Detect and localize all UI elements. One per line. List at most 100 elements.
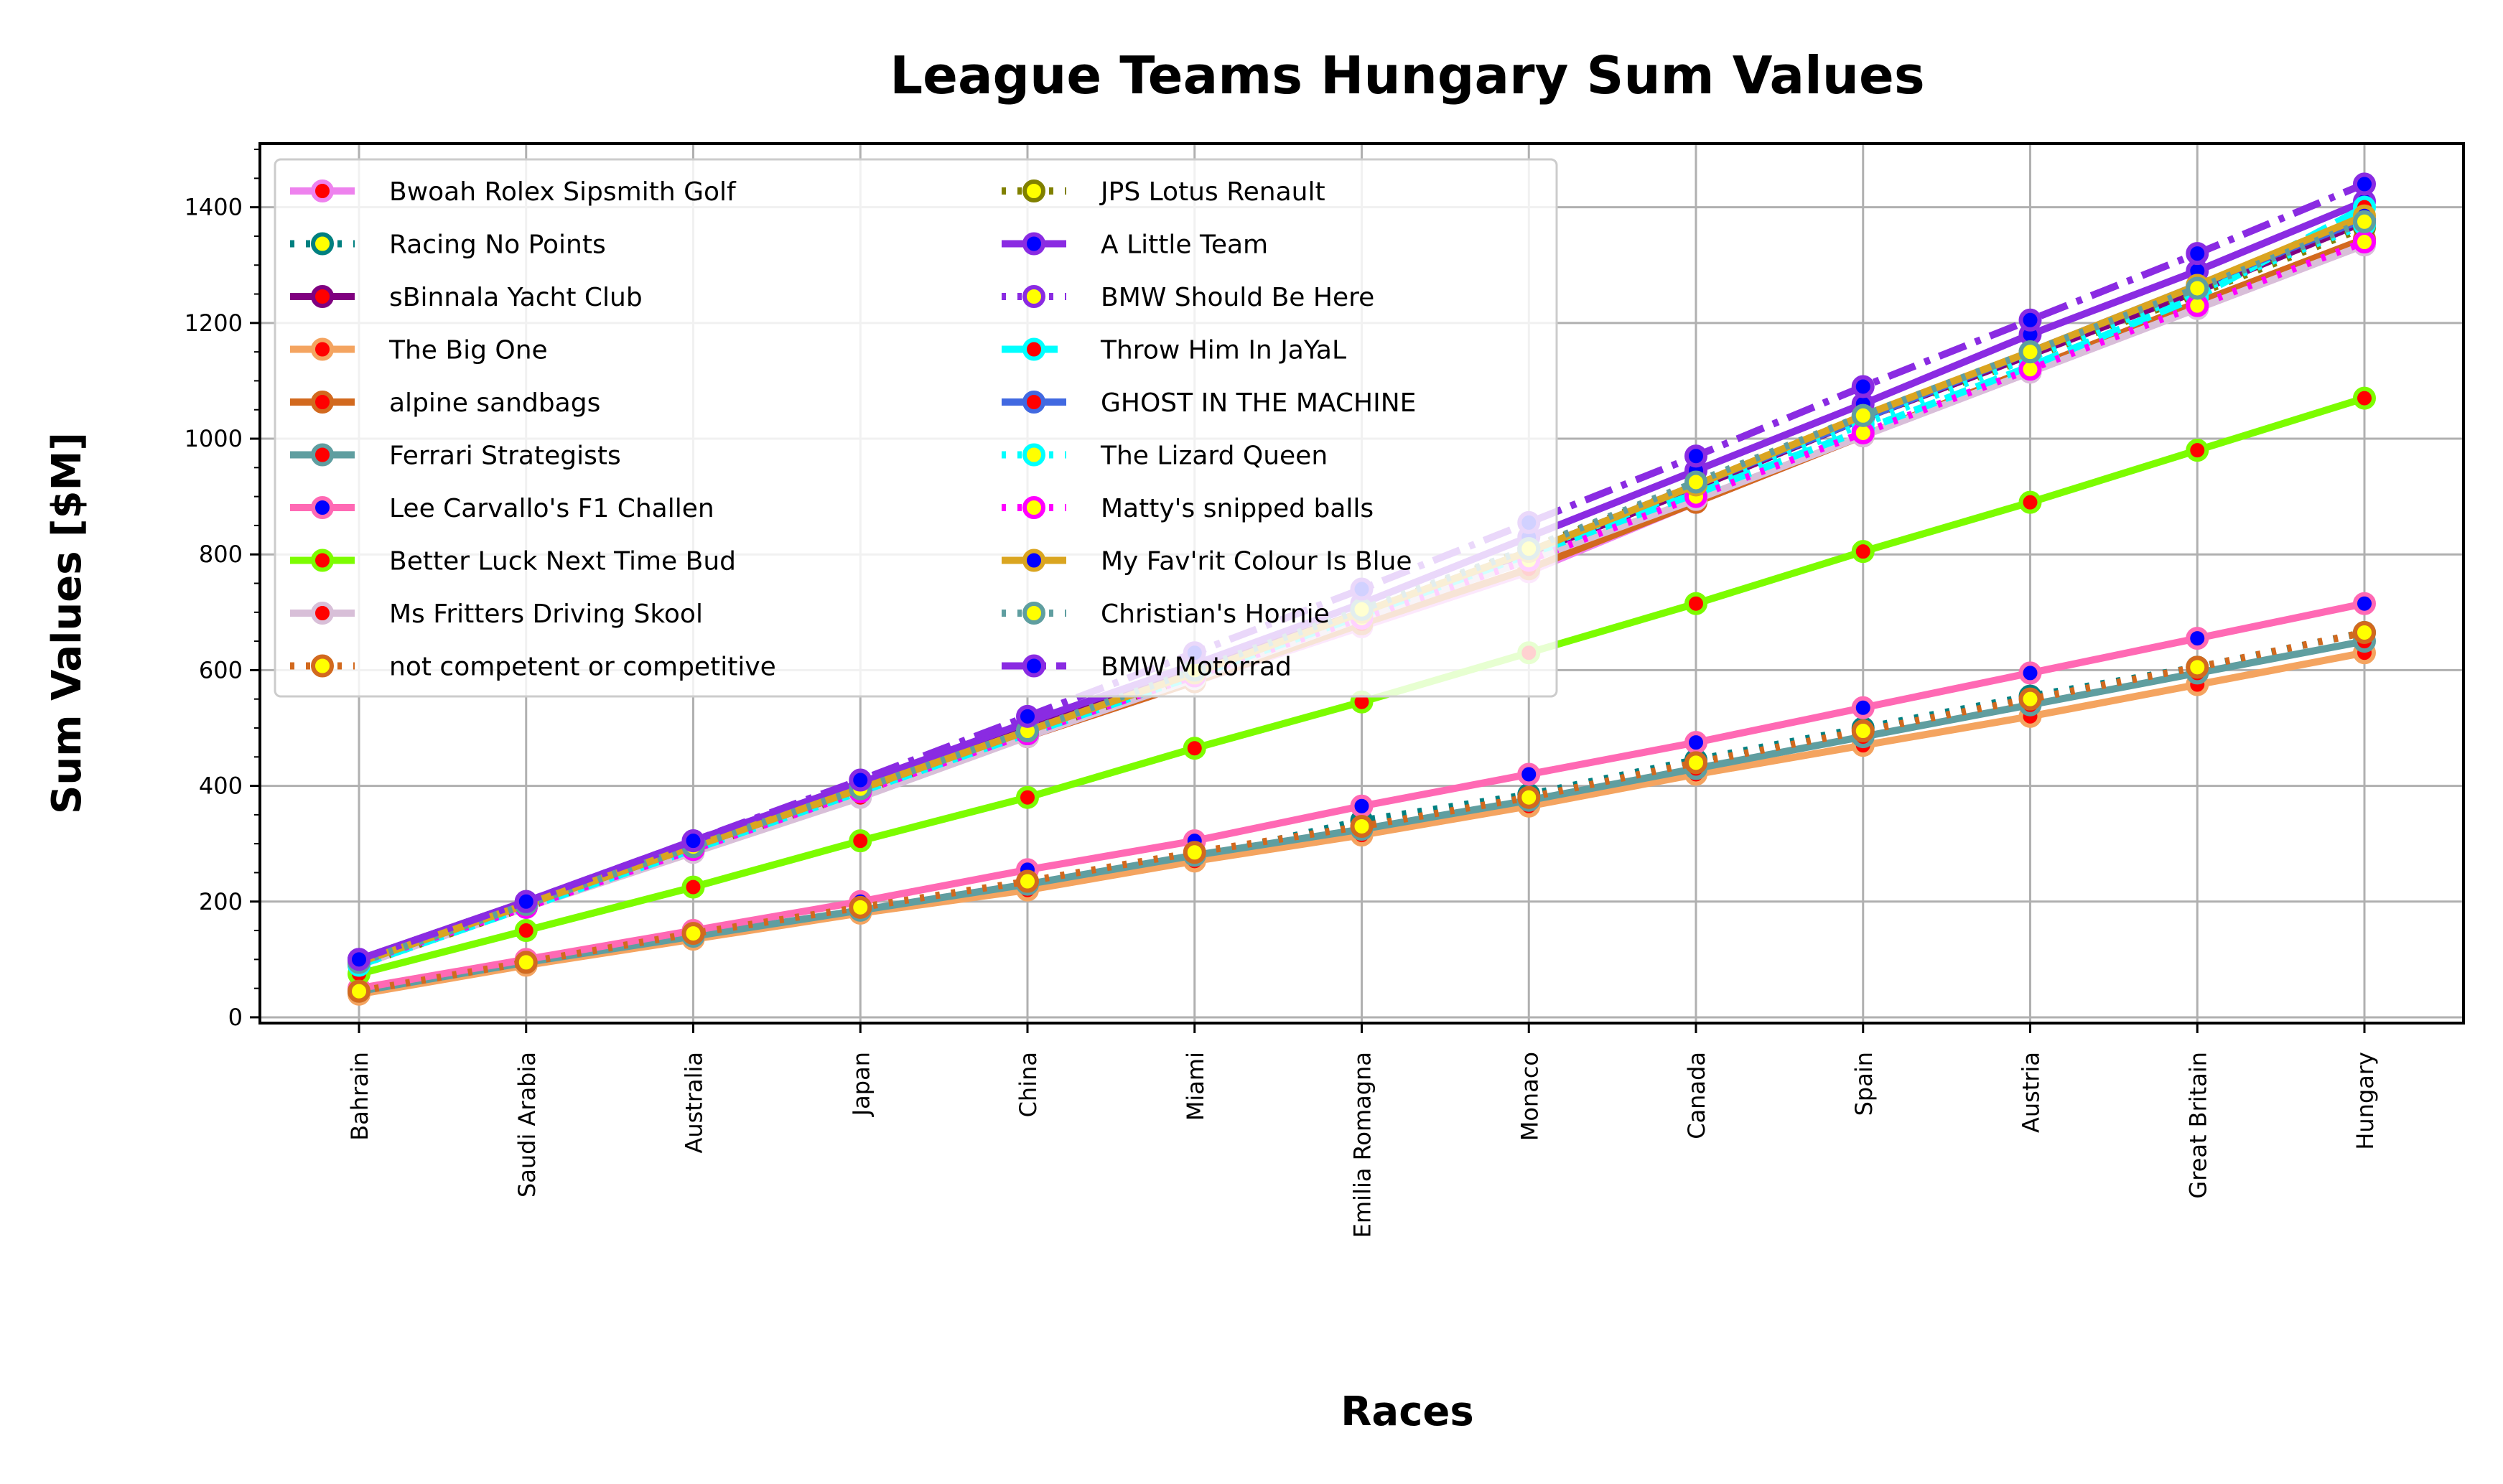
y-axis-label: Sum Values [$M] <box>44 432 90 814</box>
legend-item: Bwoah Rolex Sipsmith Golf <box>290 177 737 207</box>
data-point <box>2353 621 2376 645</box>
data-point <box>1016 785 1039 809</box>
legend-item: Ferrari Strategists <box>290 442 621 471</box>
y-tick-label: 800 <box>199 541 243 568</box>
legend: Bwoah Rolex Sipsmith Golf Racing No Point… <box>274 158 1558 698</box>
x-tick-label: Japan <box>847 1052 875 1117</box>
legend-label: Lee Carvallo's F1 Challen <box>389 494 714 523</box>
legend-swatch-marker <box>1022 549 1045 572</box>
data-point <box>2353 386 2376 410</box>
chart-title: League Teams Hungary Sum Values <box>890 45 1925 106</box>
data-point <box>2186 439 2209 462</box>
data-point <box>1851 403 1875 427</box>
legend-swatch-marker <box>1022 391 1045 414</box>
data-point <box>1851 540 1875 564</box>
legend-swatch-marker <box>311 232 334 256</box>
legend-label: Ms Fritters Driving Skool <box>389 599 703 629</box>
data-point <box>1350 814 1374 838</box>
y-tick-label: 1200 <box>185 309 243 337</box>
data-point <box>1517 762 1541 786</box>
data-point <box>681 922 705 946</box>
data-point <box>1016 869 1039 893</box>
legend-swatch-marker <box>311 337 334 361</box>
data-point <box>514 951 538 974</box>
data-point <box>1851 696 1875 719</box>
legend-swatch-marker <box>1022 179 1045 202</box>
data-point <box>2018 308 2042 332</box>
y-tick-label: 0 <box>228 1004 243 1031</box>
legend-label: A Little Team <box>1101 230 1268 260</box>
data-point <box>849 895 872 919</box>
data-point <box>1684 444 1707 468</box>
legend-label: My Fav'rit Colour Is Blue <box>1101 547 1412 577</box>
y-tick-label: 200 <box>199 888 243 915</box>
data-point <box>2018 340 2042 364</box>
legend-item: Lee Carvallo's F1 Challen <box>290 494 714 523</box>
data-point <box>1350 794 1374 818</box>
data-point <box>1183 737 1206 760</box>
legend-swatch-marker <box>311 549 334 572</box>
legend-label: BMW Motorrad <box>1101 653 1292 682</box>
x-tick-label: Bahrain <box>346 1052 373 1141</box>
data-point <box>2186 655 2209 679</box>
legend-item: The Big One <box>290 336 548 365</box>
legend-item: not competent or competitive <box>290 653 776 682</box>
x-tick-label: Canada <box>1683 1052 1710 1139</box>
data-point <box>849 829 872 853</box>
legend-item: Matty's snipped balls <box>1002 494 1374 523</box>
data-point <box>514 890 538 913</box>
legend-item: alpine sandbags <box>290 388 600 418</box>
legend-item: Racing No Points <box>290 230 606 260</box>
legend-swatch-marker <box>1022 443 1045 467</box>
data-point <box>681 875 705 899</box>
x-tick-label: Spain <box>1850 1052 1878 1116</box>
legend-item: Christian's Hornie <box>1002 599 1330 629</box>
data-point <box>2018 490 2042 514</box>
x-tick-label: Miami <box>1182 1052 1209 1121</box>
legend-swatch-marker <box>311 443 334 467</box>
legend-swatch-marker <box>311 179 334 202</box>
x-tick-label: Saudi Arabia <box>513 1052 541 1198</box>
x-axis-label: Races <box>1341 1389 1473 1435</box>
legend-swatch-marker <box>311 654 334 678</box>
legend-swatch-marker <box>1022 654 1045 678</box>
legend-label: JPS Lotus Renault <box>1099 177 1325 207</box>
data-point <box>2353 592 2376 615</box>
legend-item: JPS Lotus Renault <box>1002 177 1325 207</box>
legend-label: The Big One <box>388 336 548 365</box>
data-point <box>681 829 705 853</box>
y-axis-ticks: 0 200 400 600 800 1000 1200 1400 <box>185 149 260 1031</box>
legend-box <box>274 158 1558 698</box>
legend-label: Ferrari Strategists <box>389 442 621 471</box>
legend-label: not competent or competitive <box>389 653 776 682</box>
y-tick-label: 600 <box>199 656 243 683</box>
data-point <box>2353 230 2376 254</box>
legend-label: The Lizard Queen <box>1100 442 1328 471</box>
data-point <box>1851 719 1875 743</box>
y-tick-label: 400 <box>199 773 243 800</box>
legend-label: Bwoah Rolex Sipsmith Golf <box>389 177 737 207</box>
data-point <box>1851 375 1875 398</box>
legend-item: sBinnala Yacht Club <box>290 283 643 312</box>
data-point <box>2186 242 2209 266</box>
legend-label: Christian's Hornie <box>1101 599 1330 629</box>
data-point <box>2186 627 2209 650</box>
data-point <box>514 919 538 943</box>
legend-label: alpine sandbags <box>389 388 600 418</box>
x-tick-label: Emilia Romagna <box>1349 1052 1376 1238</box>
data-point <box>1517 785 1541 809</box>
legend-item: Throw Him In JaYaL <box>1002 336 1346 365</box>
data-point <box>1016 704 1039 728</box>
x-tick-label: Hungary <box>2351 1052 2379 1150</box>
data-point <box>348 979 370 1003</box>
legend-label: Racing No Points <box>389 230 606 260</box>
legend-item: BMW Motorrad <box>1002 653 1292 682</box>
x-tick-label: Great Britain <box>2184 1052 2211 1199</box>
legend-swatch-marker <box>311 602 334 625</box>
legend-item: Better Luck Next Time Bud <box>290 547 736 577</box>
legend-label: BMW Should Be Here <box>1101 283 1374 312</box>
legend-label: Matty's snipped balls <box>1101 494 1374 523</box>
y-tick-label: 1000 <box>185 425 243 452</box>
